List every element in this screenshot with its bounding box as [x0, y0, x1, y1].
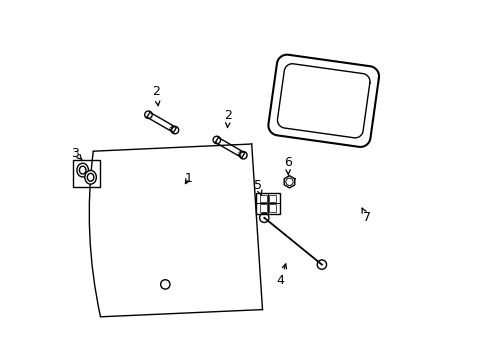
Bar — [259, 204, 266, 212]
Text: 7: 7 — [361, 208, 370, 224]
Text: 5: 5 — [253, 179, 261, 195]
Bar — [256, 193, 279, 214]
Bar — [268, 195, 276, 202]
Ellipse shape — [84, 171, 96, 184]
Text: 2: 2 — [224, 109, 232, 127]
Bar — [73, 160, 101, 187]
Text: 6: 6 — [283, 156, 291, 175]
Text: 4: 4 — [276, 264, 286, 287]
Text: 2: 2 — [152, 85, 160, 106]
Ellipse shape — [77, 163, 88, 177]
Text: 3: 3 — [71, 147, 82, 160]
Text: 1: 1 — [184, 172, 192, 185]
Bar — [259, 195, 266, 202]
Bar — [268, 204, 276, 212]
